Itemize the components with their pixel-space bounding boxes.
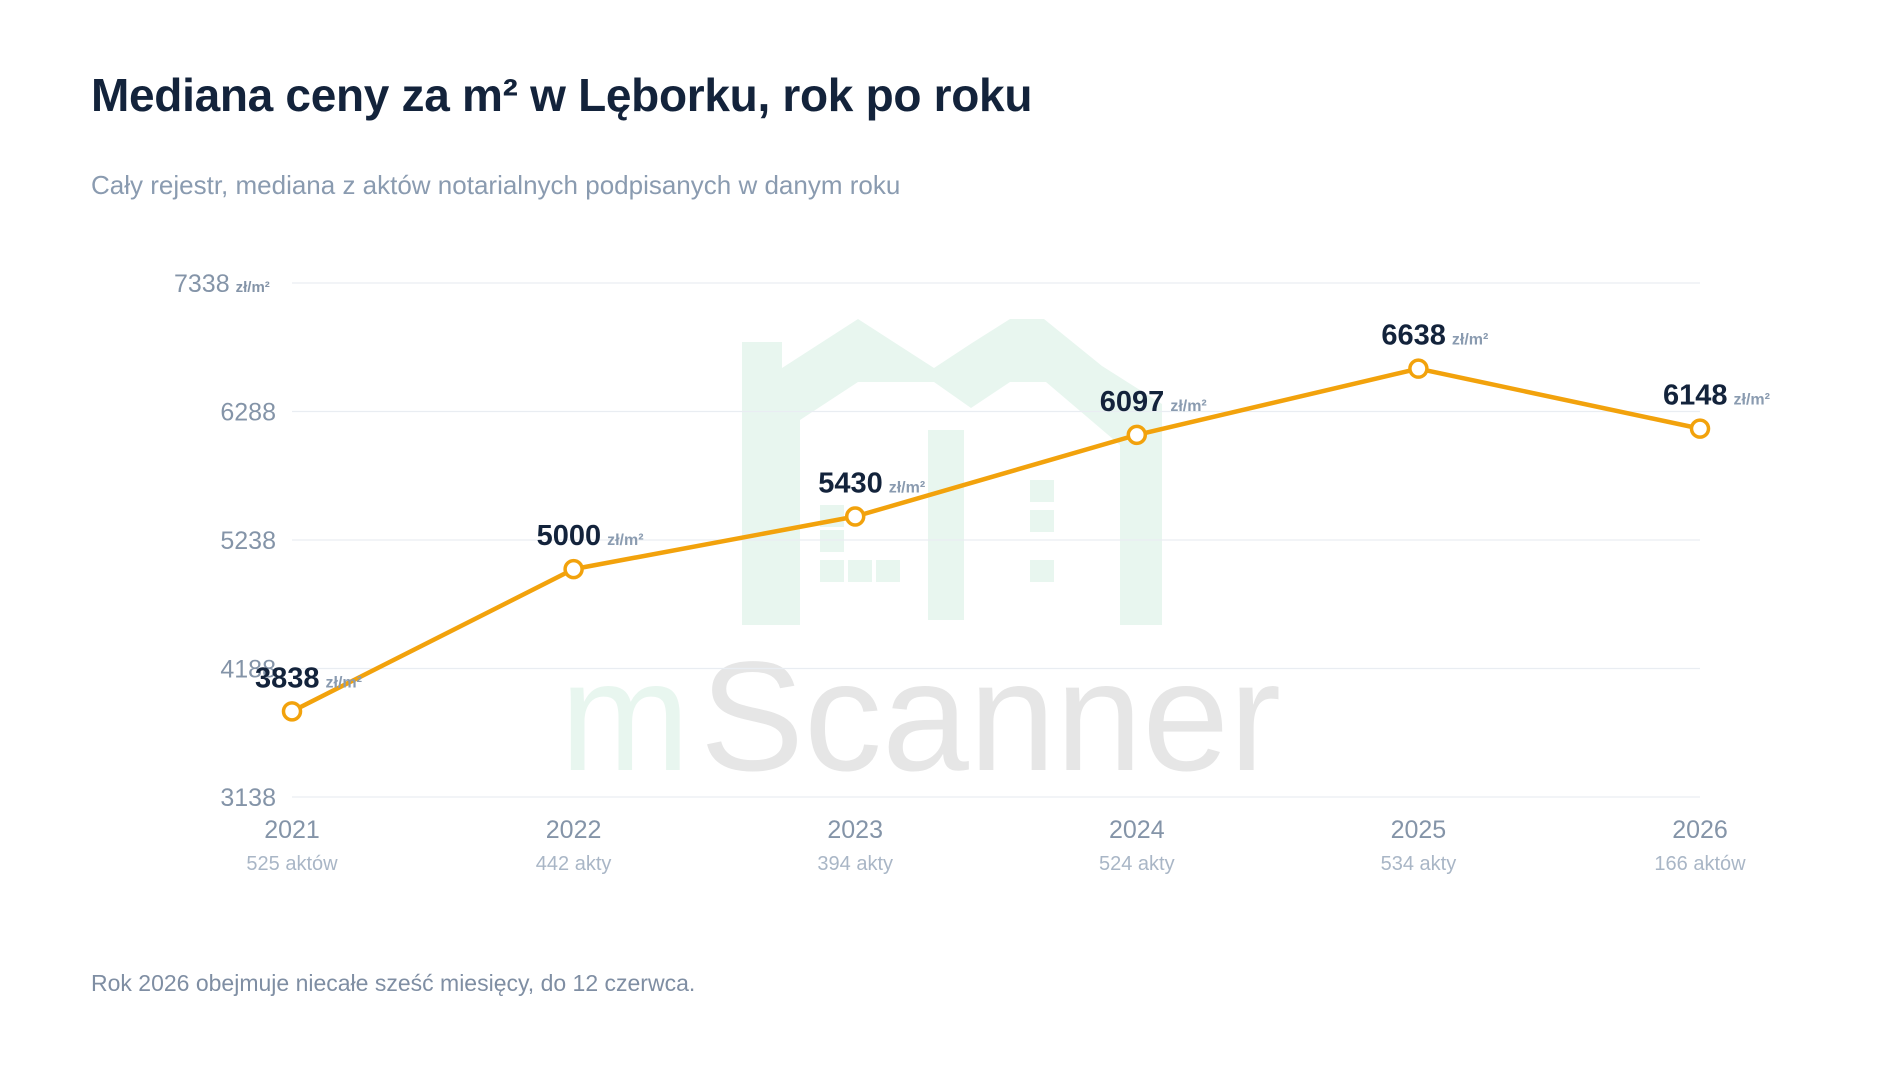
data-label: 6148 zł/m² (1663, 380, 1770, 412)
y-tick-label: 3138 (220, 784, 276, 812)
watermark-text-scanner: Scanner (700, 630, 1281, 804)
data-point (1689, 418, 1711, 439)
watermark-house-shape (742, 319, 1162, 625)
watermark-window (1030, 560, 1054, 582)
watermark-window (848, 560, 872, 582)
data-label-unit: zł/m² (607, 532, 643, 549)
watermark-window (1030, 480, 1054, 502)
series-path (289, 366, 1703, 714)
y-tick-value: 7338 (174, 270, 230, 298)
data-point (1126, 424, 1148, 446)
x-tick-sublabel: 525 aktów (246, 853, 338, 875)
watermark-window (1030, 510, 1054, 532)
y-tick-label: 7338 zł/m² (174, 270, 270, 298)
data-label: 3838 zł/m² (255, 662, 362, 694)
y-tick-value: 5238 (220, 527, 276, 555)
footnote: Rok 2026 obejmuje niecałe sześć miesięcy… (91, 970, 696, 996)
data-label-unit: zł/m² (1452, 332, 1488, 349)
y-tick-label: 4188 (220, 656, 276, 684)
grid-lines (292, 282, 1700, 798)
watermark-text-m: m (560, 630, 690, 804)
watermark-house-column (928, 430, 964, 620)
x-tick-sublabel: 394 akty (817, 853, 893, 875)
chart-title: Mediana ceny za m² w Lęborku, rok po rok… (91, 69, 1033, 121)
data-point (563, 558, 584, 580)
data-label: 5000 zł/m² (537, 520, 644, 552)
watermark-window (876, 560, 900, 582)
y-axis: 3138 4188 5238 6288 7338 zł/m² (174, 270, 276, 812)
y-tick-label: 5238 (220, 527, 276, 555)
data-label-unit: zł/m² (1734, 392, 1770, 409)
watermark-window (820, 560, 844, 582)
y-tick-value: 3138 (220, 784, 276, 812)
x-tick-sublabel: 442 akty (536, 853, 612, 875)
data-label: 5430 zł/m² (818, 468, 925, 500)
data-label-unit: zł/m² (1170, 398, 1206, 415)
y-tick-unit: zł/m² (236, 279, 270, 296)
data-label: 6097 zł/m² (1100, 386, 1207, 418)
data-label-unit: zł/m² (326, 674, 362, 691)
x-tick-label: 2025 (1391, 816, 1447, 844)
x-tick-label: 2021 (264, 816, 320, 844)
x-tick-label: 2023 (827, 816, 883, 844)
x-tick-label: 2026 (1672, 816, 1728, 844)
data-label-value: 6638 (1381, 320, 1446, 352)
mscanner-watermark-logo: m Scanner (560, 319, 1281, 804)
data-label: 6638 zł/m² (1381, 320, 1488, 352)
y-tick-value: 4188 (220, 656, 276, 684)
x-tick-sublabel: 534 akty (1381, 853, 1457, 875)
x-tick-sublabel: 524 akty (1099, 853, 1175, 875)
y-tick-value: 6288 (220, 399, 276, 427)
data-label-unit: zł/m² (889, 480, 925, 497)
x-tick-label: 2022 (546, 816, 602, 844)
x-tick-label: 2024 (1109, 816, 1165, 844)
y-tick-label: 6288 (220, 399, 276, 427)
x-tick-sublabel: 166 aktów (1654, 853, 1746, 875)
data-label-value: 6148 (1663, 380, 1728, 412)
chart-subtitle: Cały rejestr, mediana z aktów notarialny… (91, 170, 901, 200)
watermark-window (820, 530, 844, 552)
data-point (844, 506, 866, 527)
series-line (281, 358, 1711, 722)
data-label-value: 5430 (818, 468, 883, 500)
data-label-value: 3838 (255, 662, 320, 694)
x-axis: 2021 525 aktów 2022 442 akty 2023 394 akty 202… (246, 816, 1746, 875)
data-label-value: 6097 (1100, 386, 1165, 418)
data-point (1408, 358, 1429, 379)
data-label-value: 5000 (537, 520, 602, 552)
data-point (281, 701, 303, 722)
